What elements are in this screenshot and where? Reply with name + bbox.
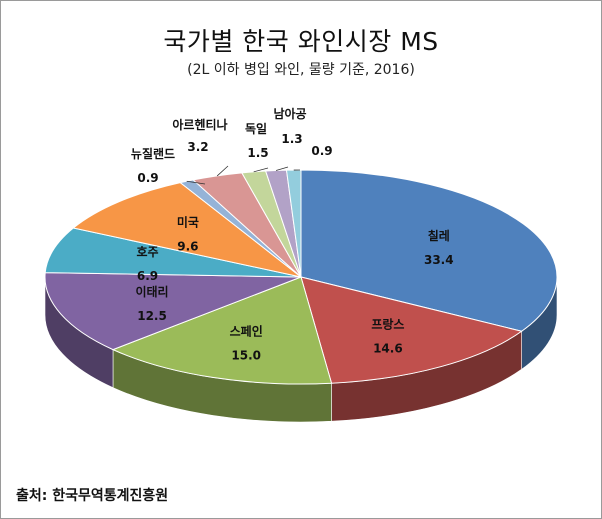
slice-name-7: 아르헨티나	[172, 117, 227, 132]
pie-labels: 칠레 33.4 프랑스 14.6 스페인 15.0 이태리 12.5 호주 6.9 미국 9.6 뉴질랜…	[131, 106, 454, 362]
pie-label-2: 스페인 15.0	[230, 323, 263, 362]
slice-value-7: 3.2	[187, 140, 208, 154]
pie-label-6: 뉴질랜드 0.9	[131, 146, 206, 185]
chart-title: 국가별 한국 와인시장 MS	[163, 27, 439, 56]
pie-top	[44, 169, 558, 385]
leader-line-6	[186, 180, 206, 185]
pie-slice-0	[300, 169, 558, 332]
slice-value-1: 14.6	[373, 342, 403, 356]
pie-slice-5	[72, 182, 302, 278]
slice-value-5: 9.6	[177, 239, 198, 253]
pie-slice-4	[44, 227, 302, 278]
slice-value-9: 1.3	[281, 132, 302, 146]
pie-slice-1	[300, 276, 523, 384]
pie-slice-10	[285, 169, 302, 278]
slice-name-4: 호주	[136, 245, 158, 259]
pie-label-7: 아르헨티나 3.2	[172, 117, 229, 177]
slice-value-8: 1.5	[247, 146, 268, 160]
pie-slice-3	[44, 272, 302, 351]
slice-value-0: 33.4	[424, 253, 454, 267]
slice-value-4: 6.9	[137, 269, 158, 283]
slice-name-8: 독일	[245, 122, 267, 136]
slice-value-2: 15.0	[231, 348, 261, 362]
leader-line-9	[275, 166, 289, 171]
leader-line-8	[253, 167, 269, 173]
slice-name-2: 스페인	[230, 323, 263, 338]
pie-label-4: 호주 6.9	[136, 245, 158, 283]
pie-label-10: 0.9	[293, 144, 333, 171]
slice-name-3: 이태리	[135, 284, 168, 299]
slice-name-9: 남아공	[273, 106, 306, 121]
slice-value-10: 0.9	[311, 144, 332, 158]
slice-name-0: 칠레	[428, 228, 450, 243]
pie-label-5: 미국 9.6	[177, 214, 199, 253]
slice-name-6: 뉴질랜드	[131, 146, 175, 161]
chart-source: 출처: 한국무역통계진흥원	[16, 488, 169, 504]
pie-label-1: 프랑스 14.6	[371, 318, 404, 356]
pie-label-8: 독일 1.5	[245, 122, 269, 173]
pie-label-0: 칠레 33.4	[424, 228, 454, 267]
slice-value-6: 0.9	[137, 171, 158, 185]
slice-name-5: 미국	[177, 214, 199, 229]
slice-name-1: 프랑스	[371, 318, 404, 332]
chart-subtitle: (2L 이하 병입 와인, 물량 기준, 2016)	[187, 62, 415, 78]
pie-label-3: 이태리 12.5	[135, 284, 168, 323]
pie-label-9: 남아공 1.3	[273, 106, 307, 171]
pie-slice-2	[111, 276, 333, 385]
leader-line-7	[216, 165, 229, 177]
slice-value-3: 12.5	[137, 309, 167, 323]
